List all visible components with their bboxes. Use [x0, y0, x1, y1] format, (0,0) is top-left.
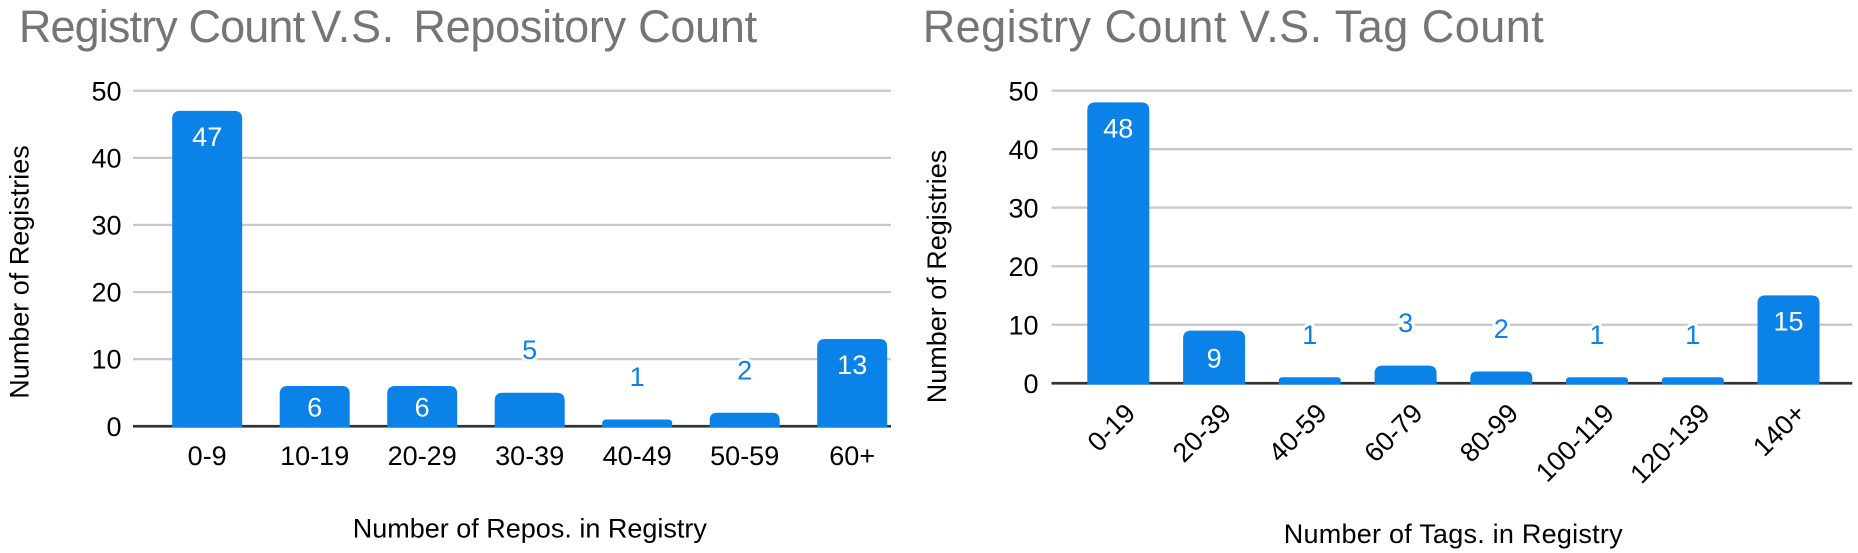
svg-text:30: 30 — [1008, 193, 1038, 223]
svg-text:30: 30 — [91, 211, 121, 241]
svg-text:1: 1 — [1302, 320, 1317, 350]
svg-text:2: 2 — [1494, 314, 1509, 344]
svg-text:0: 0 — [1023, 369, 1038, 399]
svg-text:40: 40 — [1008, 135, 1038, 165]
svg-text:10: 10 — [91, 345, 121, 375]
svg-text:1: 1 — [1589, 320, 1604, 350]
svg-text:50-59: 50-59 — [710, 441, 779, 471]
svg-text:9: 9 — [1207, 343, 1222, 373]
svg-text:1: 1 — [1685, 320, 1700, 350]
svg-text:10-19: 10-19 — [280, 441, 349, 471]
svg-text:1: 1 — [630, 362, 645, 392]
svg-text:6: 6 — [415, 393, 430, 423]
svg-text:3: 3 — [1398, 308, 1413, 338]
svg-text:47: 47 — [192, 122, 222, 152]
svg-text:10: 10 — [1008, 310, 1038, 340]
svg-text:5: 5 — [522, 335, 537, 365]
svg-text:Number of Repos. in Registry: Number of Repos. in Registry — [353, 514, 708, 544]
svg-text:50: 50 — [1008, 76, 1038, 106]
svg-text:48: 48 — [1103, 113, 1133, 143]
svg-text:Number of Tags. in Registry: Number of Tags. in Registry — [1284, 519, 1623, 549]
svg-text:30-39: 30-39 — [495, 441, 564, 471]
svg-text:20: 20 — [1008, 252, 1038, 282]
svg-text:40-49: 40-49 — [603, 441, 672, 471]
svg-text:0: 0 — [106, 412, 121, 442]
svg-text:40: 40 — [91, 144, 121, 174]
svg-text:20-29: 20-29 — [388, 441, 457, 471]
svg-text:60+: 60+ — [829, 441, 875, 471]
svg-text:Number of Registries: Number of Registries — [5, 145, 35, 399]
svg-text:20: 20 — [91, 278, 121, 308]
svg-text:6: 6 — [307, 393, 322, 423]
svg-text:13: 13 — [837, 350, 867, 380]
svg-text:Number of Registries: Number of Registries — [922, 150, 952, 404]
svg-text:2: 2 — [737, 355, 752, 385]
svg-text:Registry Count V.S. Tag Count: Registry Count V.S. Tag Count — [923, 1, 1545, 52]
svg-text:0-9: 0-9 — [188, 441, 227, 471]
svg-text:15: 15 — [1773, 306, 1803, 336]
svg-text:50: 50 — [91, 76, 121, 106]
